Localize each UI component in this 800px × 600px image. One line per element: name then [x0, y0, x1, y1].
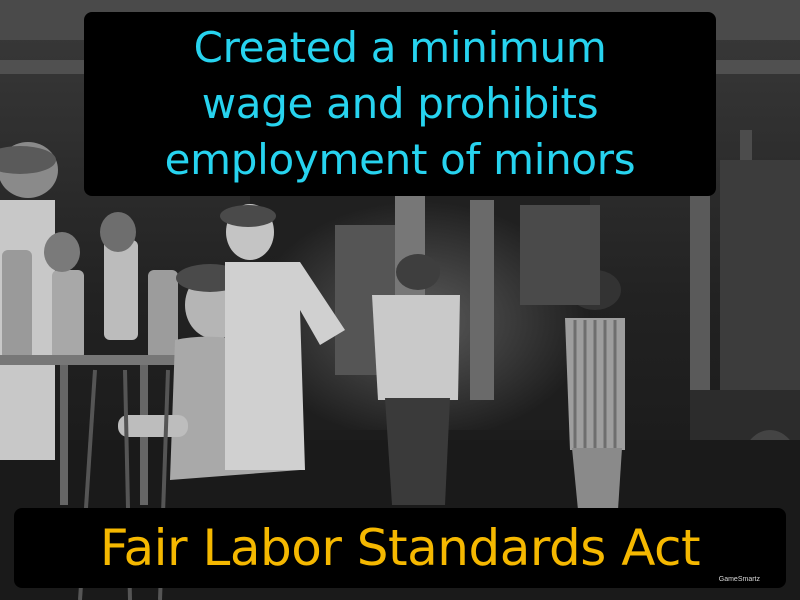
definition-text: Created a minimum wage and prohibits emp… [164, 23, 636, 184]
term-box: Fair Labor Standards Act [14, 508, 786, 588]
definition-box: Created a minimum wage and prohibits emp… [84, 12, 716, 196]
term-title: Fair Labor Standards Act [99, 519, 701, 577]
watermark: GameSmartz [718, 576, 760, 583]
standing-boy [220, 204, 345, 470]
boy-back-center [372, 254, 460, 505]
glass-bottles [2, 240, 178, 360]
